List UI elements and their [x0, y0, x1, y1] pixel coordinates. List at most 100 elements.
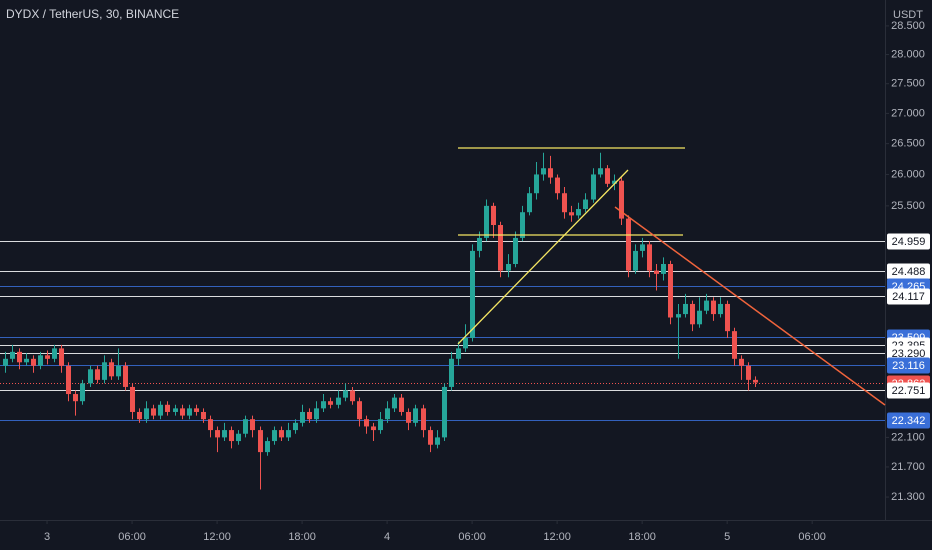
candle-body — [229, 430, 234, 442]
candle-body — [668, 264, 673, 318]
candle-body — [647, 244, 652, 271]
candle-body — [24, 358, 29, 363]
candle-body — [364, 419, 369, 427]
candle-body — [130, 386, 135, 412]
y-tick-label: 28.000 — [891, 48, 925, 60]
candle-body — [208, 419, 213, 431]
candle-body — [215, 430, 220, 438]
candle-body — [300, 411, 305, 423]
candle-body — [314, 408, 319, 420]
y-tick-label: 22.100 — [891, 431, 925, 443]
candle-body — [612, 180, 617, 184]
candle-body — [258, 430, 263, 453]
candle-body — [279, 430, 284, 438]
trend-line — [457, 169, 629, 345]
x-tick-label: 3 — [44, 531, 50, 543]
y-tick-label: 21.300 — [891, 491, 925, 503]
candle-body — [52, 348, 57, 359]
candle-body — [718, 303, 723, 315]
candle-body — [598, 168, 603, 175]
candle-body — [583, 199, 588, 210]
candle-body — [173, 408, 178, 412]
candle-body — [633, 250, 638, 271]
candle-body — [378, 419, 383, 431]
candle-body — [442, 386, 447, 438]
price-label: 23.290 — [892, 348, 926, 360]
candle-body — [470, 250, 475, 339]
candle-body — [286, 430, 291, 438]
candle-body — [158, 404, 163, 416]
x-tick-label: 18:00 — [628, 531, 656, 543]
price-label-box — [887, 233, 930, 250]
candle-body — [95, 369, 100, 380]
candle-body — [704, 300, 709, 311]
y-tick-label: 28.500 — [891, 20, 925, 32]
price-label: 23.116 — [892, 360, 925, 372]
candle-body — [576, 209, 581, 216]
price-label-box — [887, 412, 930, 429]
price-label-box — [887, 288, 930, 305]
candle-body — [45, 355, 50, 359]
candle-body — [640, 244, 645, 251]
candle-body — [336, 397, 341, 405]
x-tick-label: 5 — [724, 531, 730, 543]
candle-body — [66, 365, 71, 395]
candle-body — [456, 348, 461, 359]
candle-body — [399, 397, 404, 412]
candle-body — [421, 408, 426, 431]
candle-body — [428, 430, 433, 445]
price-label-box — [887, 263, 930, 280]
candle-body — [265, 441, 270, 453]
y-tick-label: 27.000 — [891, 107, 925, 119]
candle-body — [307, 411, 312, 420]
candle-body — [449, 358, 454, 387]
candle-body — [626, 218, 631, 271]
candle-body — [697, 310, 702, 325]
axis-labels: 28.500 28.000 27.500 27.000 26.500 26.000 25.5… — [44, 20, 930, 543]
candle-body — [222, 430, 227, 438]
candle-body — [38, 355, 43, 366]
price-label: 22.751 — [892, 385, 926, 397]
candle-body — [187, 408, 192, 416]
candle-body — [137, 411, 142, 420]
currency-label: USDT — [893, 9, 923, 21]
candle-body — [17, 351, 22, 363]
y-tick-label: 27.500 — [891, 78, 925, 90]
candle-body — [513, 237, 518, 265]
candle-body — [690, 303, 695, 325]
candle-body — [683, 303, 688, 315]
candle-body — [463, 338, 468, 349]
candle-body — [520, 212, 525, 238]
candle-body — [732, 331, 737, 359]
candle-body — [477, 237, 482, 251]
candle-body — [413, 408, 418, 423]
candle-body — [236, 433, 241, 442]
y-tick-label: 21.700 — [891, 461, 925, 473]
candle-body — [343, 390, 348, 398]
candle-body — [350, 390, 355, 402]
candle-body — [619, 180, 624, 219]
price-label-box — [887, 382, 930, 399]
candle-body — [144, 408, 149, 420]
price-label: 24.488 — [892, 266, 926, 278]
candle-body — [654, 270, 659, 274]
candle-body — [392, 397, 397, 409]
candle-body — [435, 437, 440, 445]
price-label-box — [887, 357, 930, 374]
candle-body — [201, 411, 206, 420]
x-tick-label: 12:00 — [543, 531, 571, 543]
x-tick-label: 18:00 — [288, 531, 316, 543]
candle-body — [3, 358, 8, 366]
candle-body — [328, 401, 333, 405]
price-lines — [0, 241, 885, 421]
candle-body — [661, 264, 666, 274]
candle-body — [753, 379, 758, 383]
candle-body — [243, 419, 248, 434]
candle-body — [151, 408, 156, 416]
candle-body — [385, 408, 390, 420]
x-tick-label: 06:00 — [118, 531, 146, 543]
candle-body — [676, 314, 681, 318]
candle-body — [59, 348, 64, 366]
candle-body — [746, 365, 751, 380]
